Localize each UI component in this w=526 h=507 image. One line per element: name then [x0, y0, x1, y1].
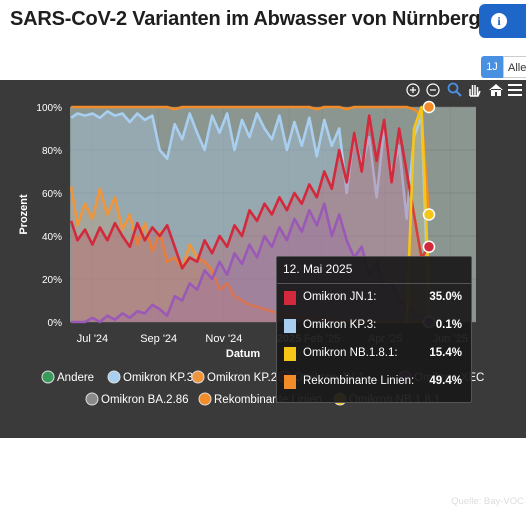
series-line: [71, 105, 431, 216]
tooltip-series-name: Omikron NB.1.8.1:: [303, 347, 398, 359]
x-axis-title: Datum: [226, 348, 260, 360]
info-button[interactable]: i: [479, 4, 526, 38]
tooltip-series-name: Rekombinante Linien:: [303, 375, 415, 387]
tooltip-series-value: 35.0%: [429, 291, 462, 303]
tooltip-swatch: [284, 291, 296, 305]
tooltip-series-name: Omikron JN.1:: [303, 291, 377, 303]
range-button-alle[interactable]: Alle: [503, 56, 526, 78]
x-tick-label: Jul '24: [77, 333, 108, 345]
home-icon: [489, 84, 503, 96]
source-credit: Quelle: Bay-VOC: [451, 496, 524, 507]
end-marker: [422, 208, 436, 221]
legend-marker: [85, 392, 99, 406]
tooltip-row: Rekombinante Linien: 49.4%: [284, 375, 468, 389]
home-icon-glyph: [489, 84, 503, 96]
end-marker: [422, 240, 436, 253]
tooltip-swatch: [284, 319, 296, 333]
tooltip-divider: [277, 283, 471, 284]
legend-label: Omikron BA.2.86: [101, 394, 189, 406]
magnify-icon-lens: [447, 82, 459, 94]
legend-item[interactable]: Andere: [41, 370, 94, 384]
range-button-1j[interactable]: 1J: [481, 56, 503, 78]
tooltip-date: 12. Mai 2025: [283, 262, 353, 276]
y-tick-label: 40%: [42, 232, 62, 243]
tooltip-swatch: [284, 375, 296, 389]
x-tick-label: Nov '24: [205, 333, 242, 345]
menu-icon-glyph: [508, 84, 522, 96]
zoom-in-icon-plus: [410, 87, 416, 93]
y-tick-label: 0%: [48, 318, 63, 329]
chart-tooltip: 12. Mai 2025 Omikron JN.1: 35.0% Omikron K…: [276, 256, 472, 403]
series-line: [69, 114, 431, 270]
tooltip-series-name: Omikron KP.3:: [303, 319, 377, 331]
tooltip-series-value: 0.1%: [435, 319, 462, 331]
magnify-icon-handle: [455, 90, 462, 97]
legend-item[interactable]: Omikron BA.2.86: [85, 392, 189, 406]
tooltip-swatch: [284, 347, 296, 361]
end-marker: [422, 100, 436, 114]
zoom-in-icon: [406, 83, 420, 97]
y-tick-label: 80%: [42, 146, 62, 157]
legend-item[interactable]: Omikron KP.2: [191, 370, 277, 384]
legend-label: Andere: [57, 372, 94, 384]
magnify-icon: [447, 82, 462, 97]
pan-hand-icon: [469, 85, 481, 97]
x-tick-label: Sep '24: [140, 333, 177, 345]
y-axis-title: Prozent: [18, 194, 30, 235]
legend-label: Omikron KP.2: [207, 372, 277, 384]
zoom-out-icon-ring: [426, 83, 440, 97]
tooltip-series-value: 15.4%: [429, 347, 462, 359]
tooltip-series-value: 49.4%: [429, 375, 462, 387]
menu-icon: [508, 84, 522, 96]
chart-toolbar: [406, 82, 522, 97]
tooltip-row: Omikron NB.1.8.1: 15.4%: [284, 347, 468, 361]
y-tick-label: 60%: [42, 189, 62, 200]
series-rekombinante-linien: [71, 105, 431, 216]
y-tick-label: 20%: [42, 275, 62, 286]
tooltip-row: Omikron JN.1: 35.0%: [284, 291, 468, 305]
legend-marker: [41, 370, 55, 384]
zoom-out-icon: [426, 83, 440, 97]
series-area: [71, 186, 429, 322]
legend-label: Omikron KP.3: [123, 372, 193, 384]
legend-marker: [198, 392, 212, 406]
series-line: [70, 110, 431, 322]
tooltip-row: Omikron KP.3: 0.1%: [284, 319, 468, 333]
legend-marker: [191, 370, 205, 384]
y-tick-label: 100%: [36, 103, 62, 114]
legend-item[interactable]: Omikron KP.3: [107, 370, 193, 384]
pan-hand-icon-glyph: [469, 85, 481, 97]
zoom-in-icon-ring: [406, 83, 420, 97]
page-title: SARS-CoV-2 Varianten im Abwasser von Nür…: [10, 8, 481, 30]
legend-marker: [107, 370, 121, 384]
series-line: [405, 105, 431, 323]
info-icon: i: [491, 13, 507, 29]
